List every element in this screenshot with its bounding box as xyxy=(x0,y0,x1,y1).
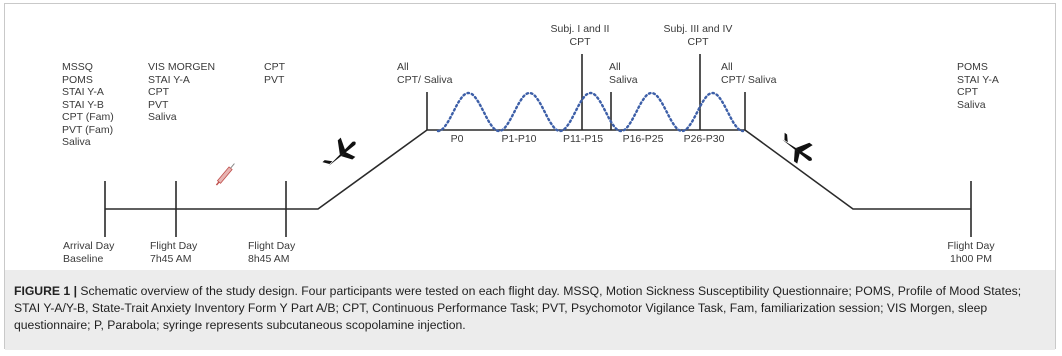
caption-background xyxy=(5,270,1055,350)
caption-text: Schematic overview of the study design. … xyxy=(14,284,1022,332)
airplane-descending-icon xyxy=(782,132,813,164)
parabola-label-p11-p15: P11-P15 xyxy=(562,133,604,145)
stage-label-subj-1-2: Subj. I and II CPT xyxy=(550,23,610,48)
stage-label-flight-end: All CPT/ Saliva xyxy=(721,61,777,86)
parabola-label-p16-p25: P16-P25 xyxy=(622,133,664,145)
timeline-diagram xyxy=(104,54,972,237)
figure-caption: FIGURE 1 | Schematic overview of the stu… xyxy=(14,283,1050,334)
day-label-flight-3: Flight Day 1h00 PM xyxy=(947,240,995,265)
stage-label-preflight-2: CPT PVT xyxy=(264,61,285,86)
airplane-ascending-icon xyxy=(322,137,356,167)
day-label-arrival: Arrival Day Baseline xyxy=(63,240,115,265)
parabola-wave xyxy=(436,91,745,133)
parabola-label-p0: P0 xyxy=(450,133,464,145)
stage-label-preflight-1: VIS MORGEN STAI Y-A CPT PVT Saliva xyxy=(148,61,216,123)
stage-label-baseline: MSSQ POMS STAI Y-A STAI Y-B CPT (Fam) PV… xyxy=(62,61,114,148)
flight-profile-line xyxy=(105,129,971,210)
figure-label: FIGURE 1 | xyxy=(14,284,78,298)
stage-label-subj-3-4: Subj. III and IV CPT xyxy=(663,23,733,48)
day-label-flight-1: Flight Day 7h45 AM xyxy=(150,240,198,265)
stage-label-flight-start: All CPT/ Saliva xyxy=(397,61,453,86)
parabola-label-p1-p10: P1-P10 xyxy=(501,133,537,145)
parabola-label-p26-p30: P26-P30 xyxy=(683,133,725,145)
day-label-flight-2: Flight Day 8h45 AM xyxy=(248,240,296,265)
stage-label-mid-saliva: All Saliva xyxy=(609,61,638,86)
stage-label-post: POMS STAI Y-A CPT Saliva xyxy=(957,61,999,111)
figure-frame: MSSQ POMS STAI Y-A STAI Y-B CPT (Fam) PV… xyxy=(4,3,1056,350)
syringe-icon xyxy=(215,163,235,186)
